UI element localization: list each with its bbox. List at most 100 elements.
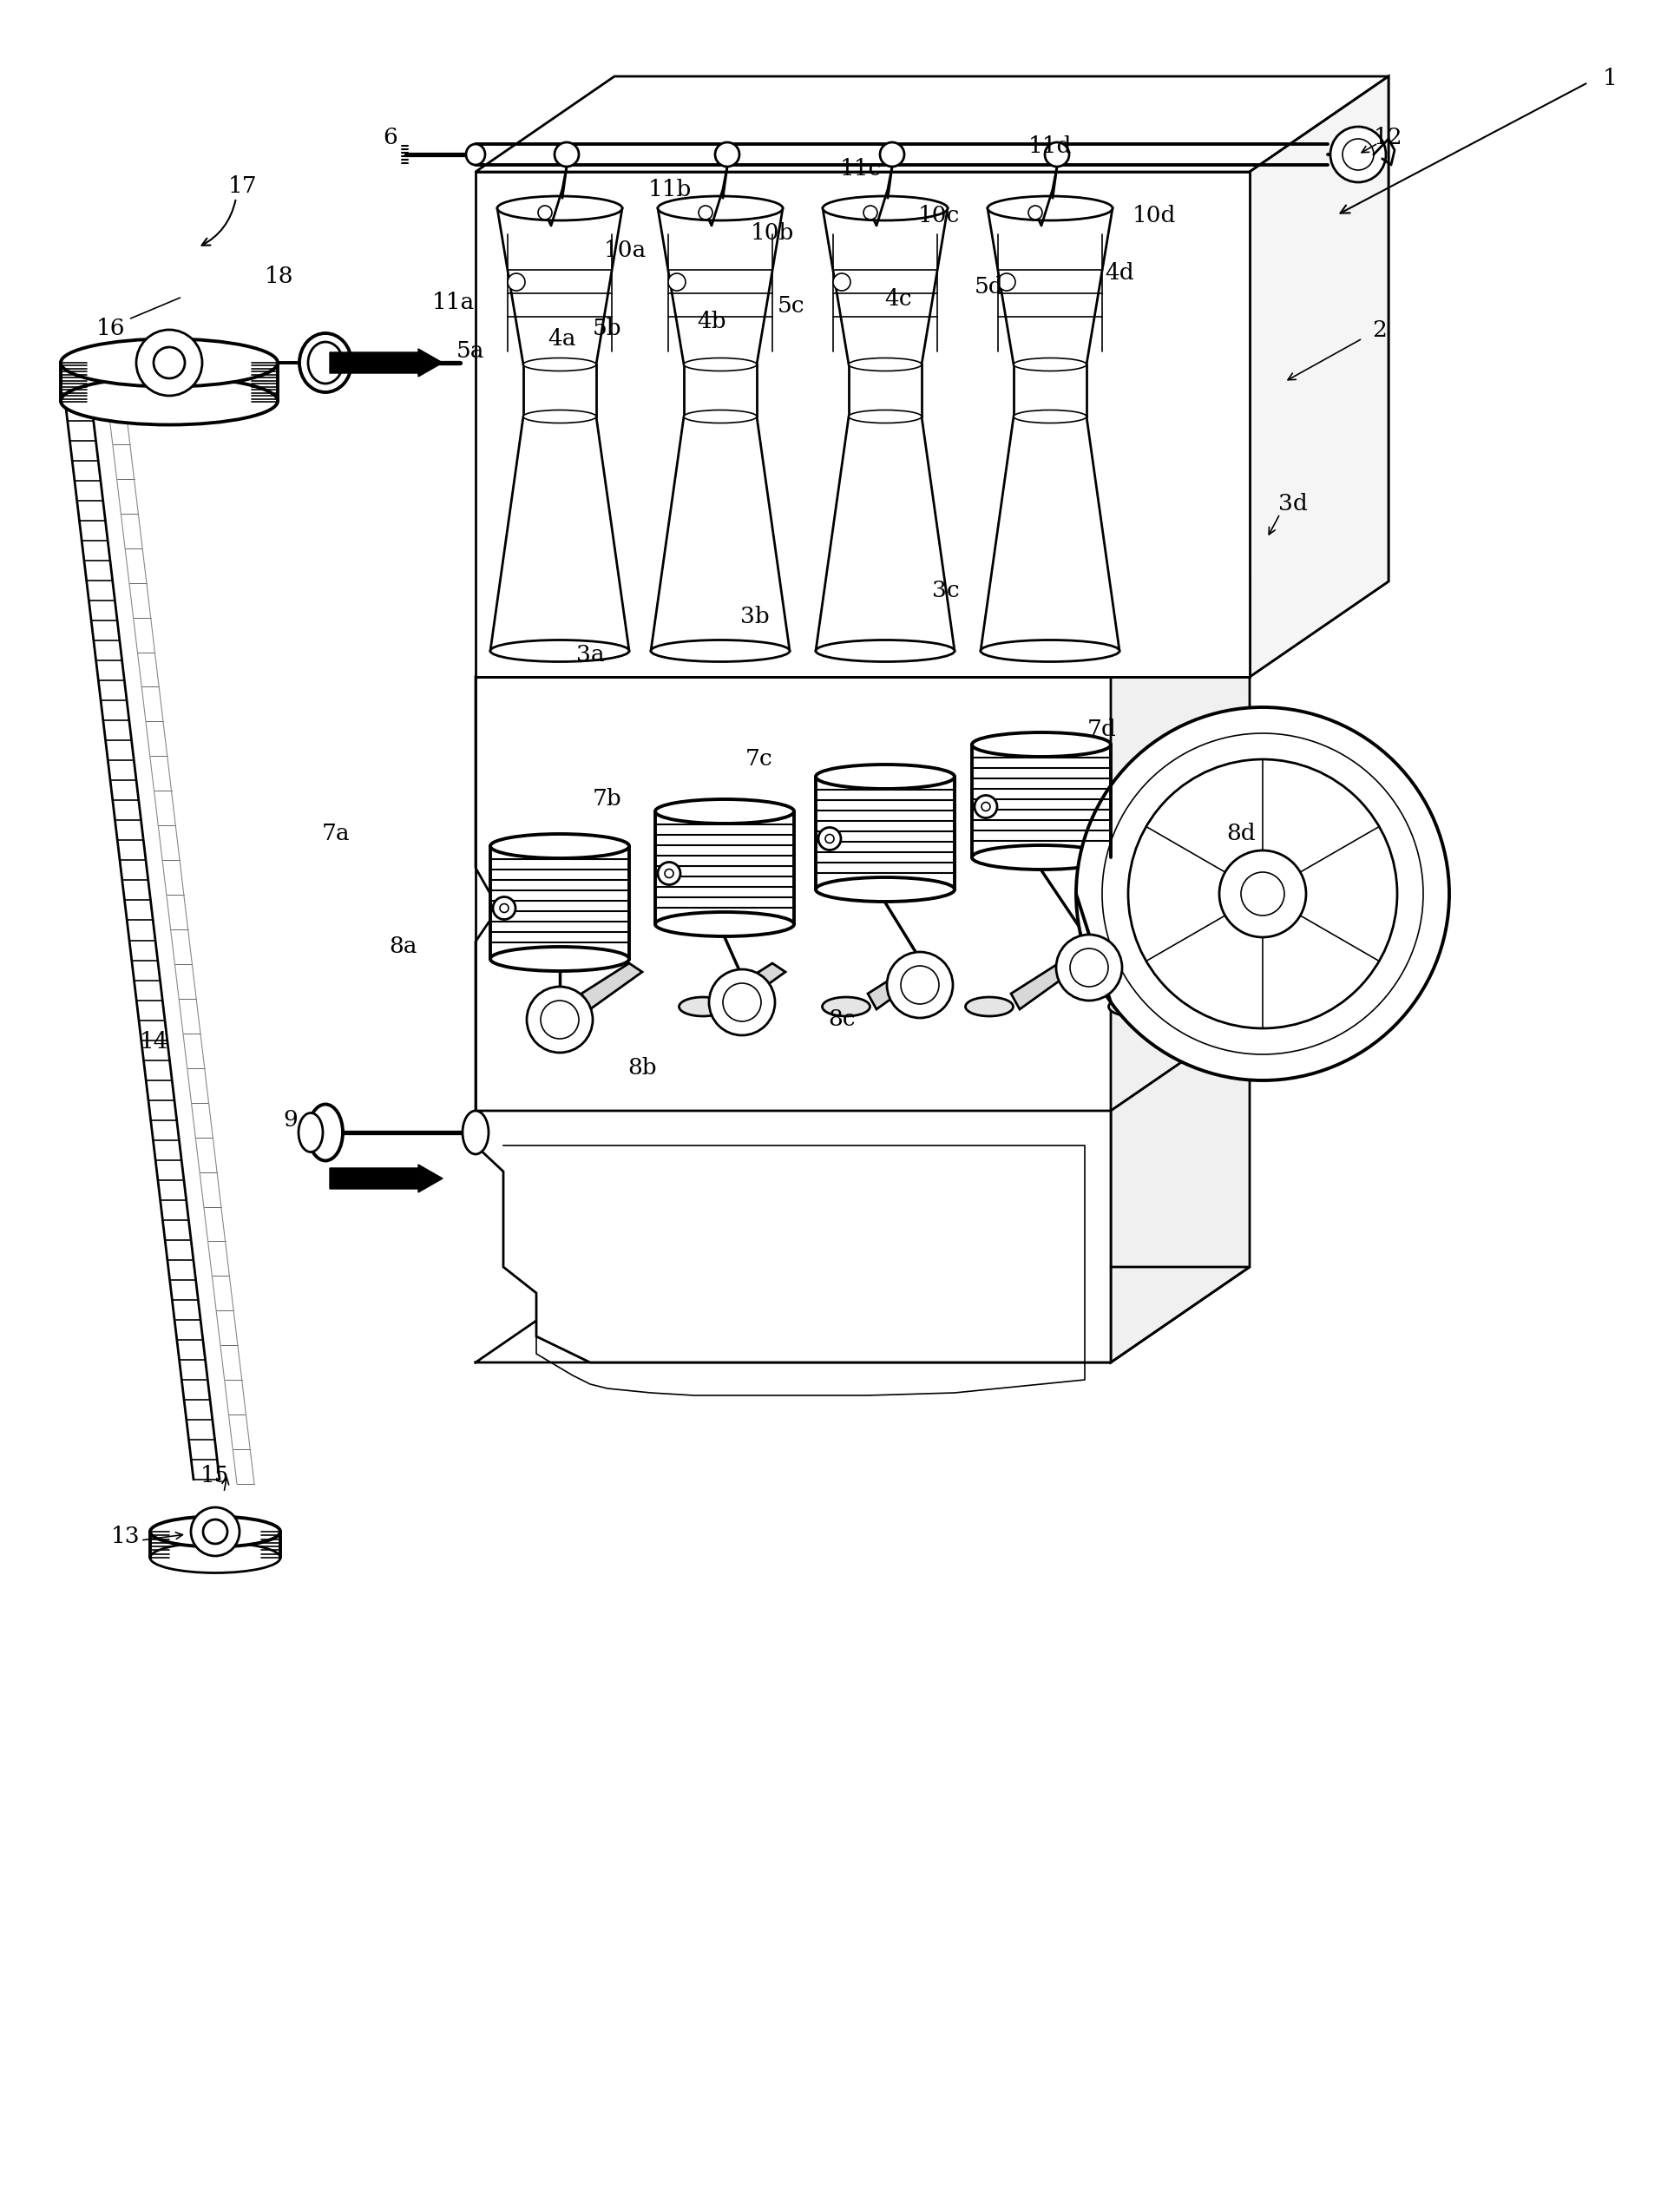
Circle shape: [887, 951, 953, 1018]
Circle shape: [699, 206, 713, 219]
Ellipse shape: [988, 197, 1113, 221]
Text: 11a: 11a: [432, 292, 475, 312]
Text: 5c: 5c: [777, 294, 806, 316]
Polygon shape: [724, 962, 786, 1009]
Circle shape: [540, 1000, 578, 1040]
Polygon shape: [1012, 962, 1071, 1009]
Text: 8c: 8c: [829, 1009, 855, 1031]
Polygon shape: [523, 365, 596, 416]
Polygon shape: [475, 582, 1249, 677]
Circle shape: [191, 1506, 239, 1555]
Ellipse shape: [822, 998, 870, 1015]
Ellipse shape: [849, 358, 922, 372]
Ellipse shape: [61, 376, 277, 425]
Circle shape: [658, 863, 681, 885]
Polygon shape: [1249, 77, 1389, 677]
Ellipse shape: [816, 765, 955, 790]
Ellipse shape: [299, 334, 352, 392]
Circle shape: [1028, 206, 1041, 219]
Circle shape: [723, 982, 761, 1022]
Text: 18: 18: [264, 265, 294, 288]
Ellipse shape: [537, 998, 583, 1015]
Circle shape: [1070, 949, 1108, 987]
Circle shape: [982, 803, 990, 812]
Ellipse shape: [972, 845, 1111, 869]
Ellipse shape: [980, 639, 1120, 661]
Polygon shape: [822, 208, 948, 365]
Text: 7d: 7d: [1088, 719, 1116, 739]
Ellipse shape: [497, 197, 623, 221]
Text: 17: 17: [229, 175, 257, 197]
Ellipse shape: [523, 409, 596, 422]
Polygon shape: [331, 1164, 442, 1192]
Ellipse shape: [462, 1110, 488, 1155]
Polygon shape: [331, 349, 442, 376]
Polygon shape: [684, 365, 757, 416]
Polygon shape: [849, 365, 922, 416]
Ellipse shape: [965, 998, 1013, 1015]
Text: 10c: 10c: [919, 204, 960, 226]
Polygon shape: [651, 416, 789, 650]
Circle shape: [1219, 849, 1306, 938]
Polygon shape: [581, 962, 643, 1009]
Circle shape: [493, 896, 515, 920]
Polygon shape: [1013, 365, 1086, 416]
Circle shape: [1241, 872, 1284, 916]
Text: 3c: 3c: [932, 580, 960, 602]
Circle shape: [668, 274, 686, 290]
Text: 5d: 5d: [975, 276, 1003, 296]
Ellipse shape: [307, 1104, 342, 1161]
Text: 7c: 7c: [746, 748, 772, 770]
Text: 12: 12: [1374, 126, 1404, 148]
Ellipse shape: [651, 639, 789, 661]
Text: 3d: 3d: [1279, 493, 1307, 513]
Text: 4b: 4b: [698, 310, 726, 332]
Circle shape: [136, 330, 203, 396]
Circle shape: [900, 967, 938, 1004]
Text: 10d: 10d: [1133, 204, 1176, 226]
Text: 14: 14: [140, 1031, 169, 1053]
Polygon shape: [497, 208, 623, 365]
Text: 15: 15: [201, 1464, 229, 1486]
Text: 16: 16: [96, 316, 126, 338]
Polygon shape: [1111, 1015, 1249, 1363]
Text: 11d: 11d: [1028, 135, 1071, 157]
Ellipse shape: [523, 358, 596, 372]
Ellipse shape: [822, 197, 948, 221]
Text: 8b: 8b: [628, 1057, 656, 1077]
Ellipse shape: [490, 834, 630, 858]
Ellipse shape: [654, 911, 794, 936]
Circle shape: [1330, 126, 1385, 181]
Ellipse shape: [816, 639, 955, 661]
Ellipse shape: [1013, 358, 1086, 372]
Circle shape: [500, 905, 508, 914]
Circle shape: [864, 206, 877, 219]
Circle shape: [880, 142, 904, 166]
Text: 9: 9: [284, 1108, 297, 1130]
Text: 7b: 7b: [593, 787, 623, 810]
Circle shape: [1045, 142, 1070, 166]
Text: 2: 2: [1372, 319, 1387, 341]
Circle shape: [826, 834, 834, 843]
Text: 5b: 5b: [593, 316, 623, 338]
Text: 4c: 4c: [884, 288, 912, 310]
Text: 10a: 10a: [603, 239, 646, 261]
Text: 8d: 8d: [1226, 823, 1256, 845]
Polygon shape: [1249, 77, 1389, 677]
Circle shape: [508, 274, 525, 290]
Text: 11b: 11b: [648, 179, 693, 199]
Circle shape: [1056, 936, 1123, 1000]
Circle shape: [975, 796, 997, 818]
Ellipse shape: [816, 878, 955, 902]
Circle shape: [1342, 139, 1374, 170]
Circle shape: [819, 827, 840, 849]
Ellipse shape: [679, 998, 728, 1015]
Ellipse shape: [299, 1113, 322, 1152]
Text: 1: 1: [1603, 66, 1618, 88]
Polygon shape: [988, 208, 1113, 365]
Ellipse shape: [307, 343, 342, 383]
Ellipse shape: [490, 639, 630, 661]
Circle shape: [527, 987, 593, 1053]
Polygon shape: [1111, 582, 1249, 1110]
Text: 6: 6: [384, 126, 397, 148]
